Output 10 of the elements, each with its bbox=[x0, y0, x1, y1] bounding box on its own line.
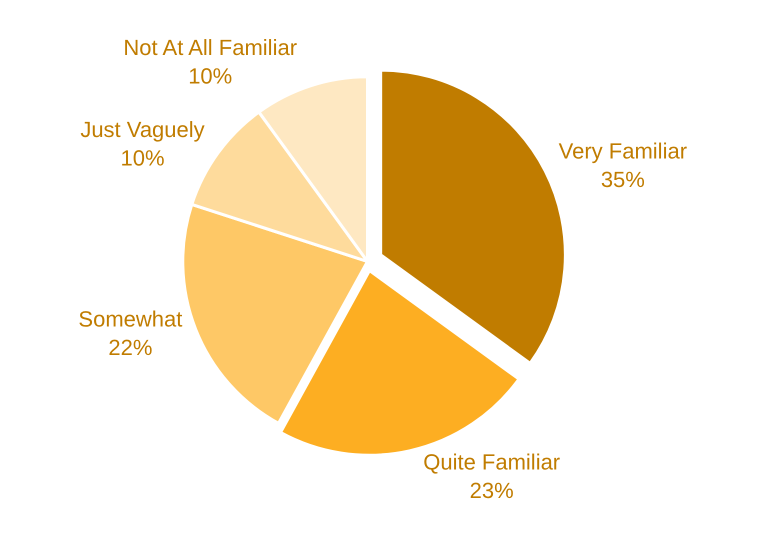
slice-label: Just Vaguely bbox=[80, 116, 205, 142]
data-label: 10% bbox=[188, 63, 232, 88]
data-label: 22% bbox=[108, 334, 152, 360]
slice-label: Very Familiar bbox=[558, 138, 688, 164]
slice-label: Somewhat bbox=[78, 306, 182, 332]
slice-label: Quite Familiar bbox=[423, 450, 560, 475]
data-label: 10% bbox=[120, 145, 165, 170]
data-label: 35% bbox=[600, 167, 645, 192]
data-label: 23% bbox=[470, 478, 514, 504]
slice-label: Not At All Familiar bbox=[123, 34, 298, 60]
